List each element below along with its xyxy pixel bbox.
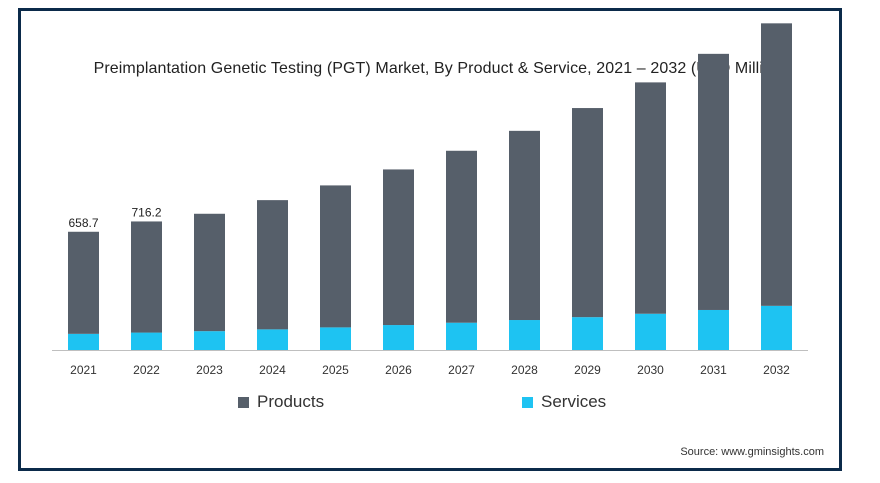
x-tick-label-2032: 2032 bbox=[763, 363, 790, 377]
legend-services-swatch bbox=[522, 396, 533, 408]
x-tick-label-2027: 2027 bbox=[448, 363, 475, 377]
legend-services-label: Services bbox=[541, 392, 607, 411]
x-tick-label-2024: 2024 bbox=[259, 363, 286, 377]
legend-products-swatch bbox=[238, 396, 249, 408]
data-label-2022: 716.2 bbox=[131, 205, 161, 219]
x-tick-label-2021: 2021 bbox=[70, 363, 97, 377]
bar-services-2025 bbox=[320, 327, 351, 350]
source-note: Source: www.gminsights.com bbox=[680, 446, 824, 458]
bar-products-2023 bbox=[194, 213, 225, 332]
legend-services: Services bbox=[522, 392, 606, 412]
bar-products-2031 bbox=[698, 53, 729, 310]
bar-products-2030 bbox=[635, 82, 666, 314]
bar-services-2021 bbox=[68, 333, 99, 350]
chart-title: Preimplantation Genetic Testing (PGT) Ma… bbox=[93, 60, 787, 77]
x-tick-label-2025: 2025 bbox=[322, 363, 349, 377]
bar-products-2032 bbox=[761, 23, 792, 306]
x-tick-label-2023: 2023 bbox=[196, 363, 223, 377]
legend-products-label: Products bbox=[257, 392, 325, 411]
x-tick-label-2031: 2031 bbox=[700, 363, 727, 377]
bar-products-2029 bbox=[572, 108, 603, 318]
data-label-2021: 658.7 bbox=[68, 216, 98, 230]
x-tick-label-2029: 2029 bbox=[574, 363, 601, 377]
x-tick-label-2030: 2030 bbox=[637, 363, 664, 377]
bar-services-2024 bbox=[257, 329, 288, 350]
bar-services-2030 bbox=[635, 313, 666, 350]
bar-products-2027 bbox=[446, 150, 477, 323]
bar-services-2032 bbox=[761, 305, 792, 350]
bar-services-2027 bbox=[446, 322, 477, 350]
bar-products-2022 bbox=[131, 221, 162, 333]
bar-products-2021 bbox=[68, 231, 99, 334]
x-tick-label-2028: 2028 bbox=[511, 363, 538, 377]
bar-services-2028 bbox=[509, 320, 540, 350]
legend-products: Products bbox=[238, 392, 324, 412]
bar-services-2022 bbox=[131, 332, 162, 350]
bar-services-2023 bbox=[194, 331, 225, 350]
bar-products-2028 bbox=[509, 130, 540, 321]
bar-services-2026 bbox=[383, 325, 414, 350]
bar-services-2031 bbox=[698, 309, 729, 350]
bar-products-2026 bbox=[383, 169, 414, 326]
x-tick-label-2022: 2022 bbox=[133, 363, 160, 377]
bar-products-2024 bbox=[257, 200, 288, 330]
x-tick-label-2026: 2026 bbox=[385, 363, 412, 377]
bar-services-2029 bbox=[572, 317, 603, 350]
bar-products-2025 bbox=[320, 185, 351, 328]
